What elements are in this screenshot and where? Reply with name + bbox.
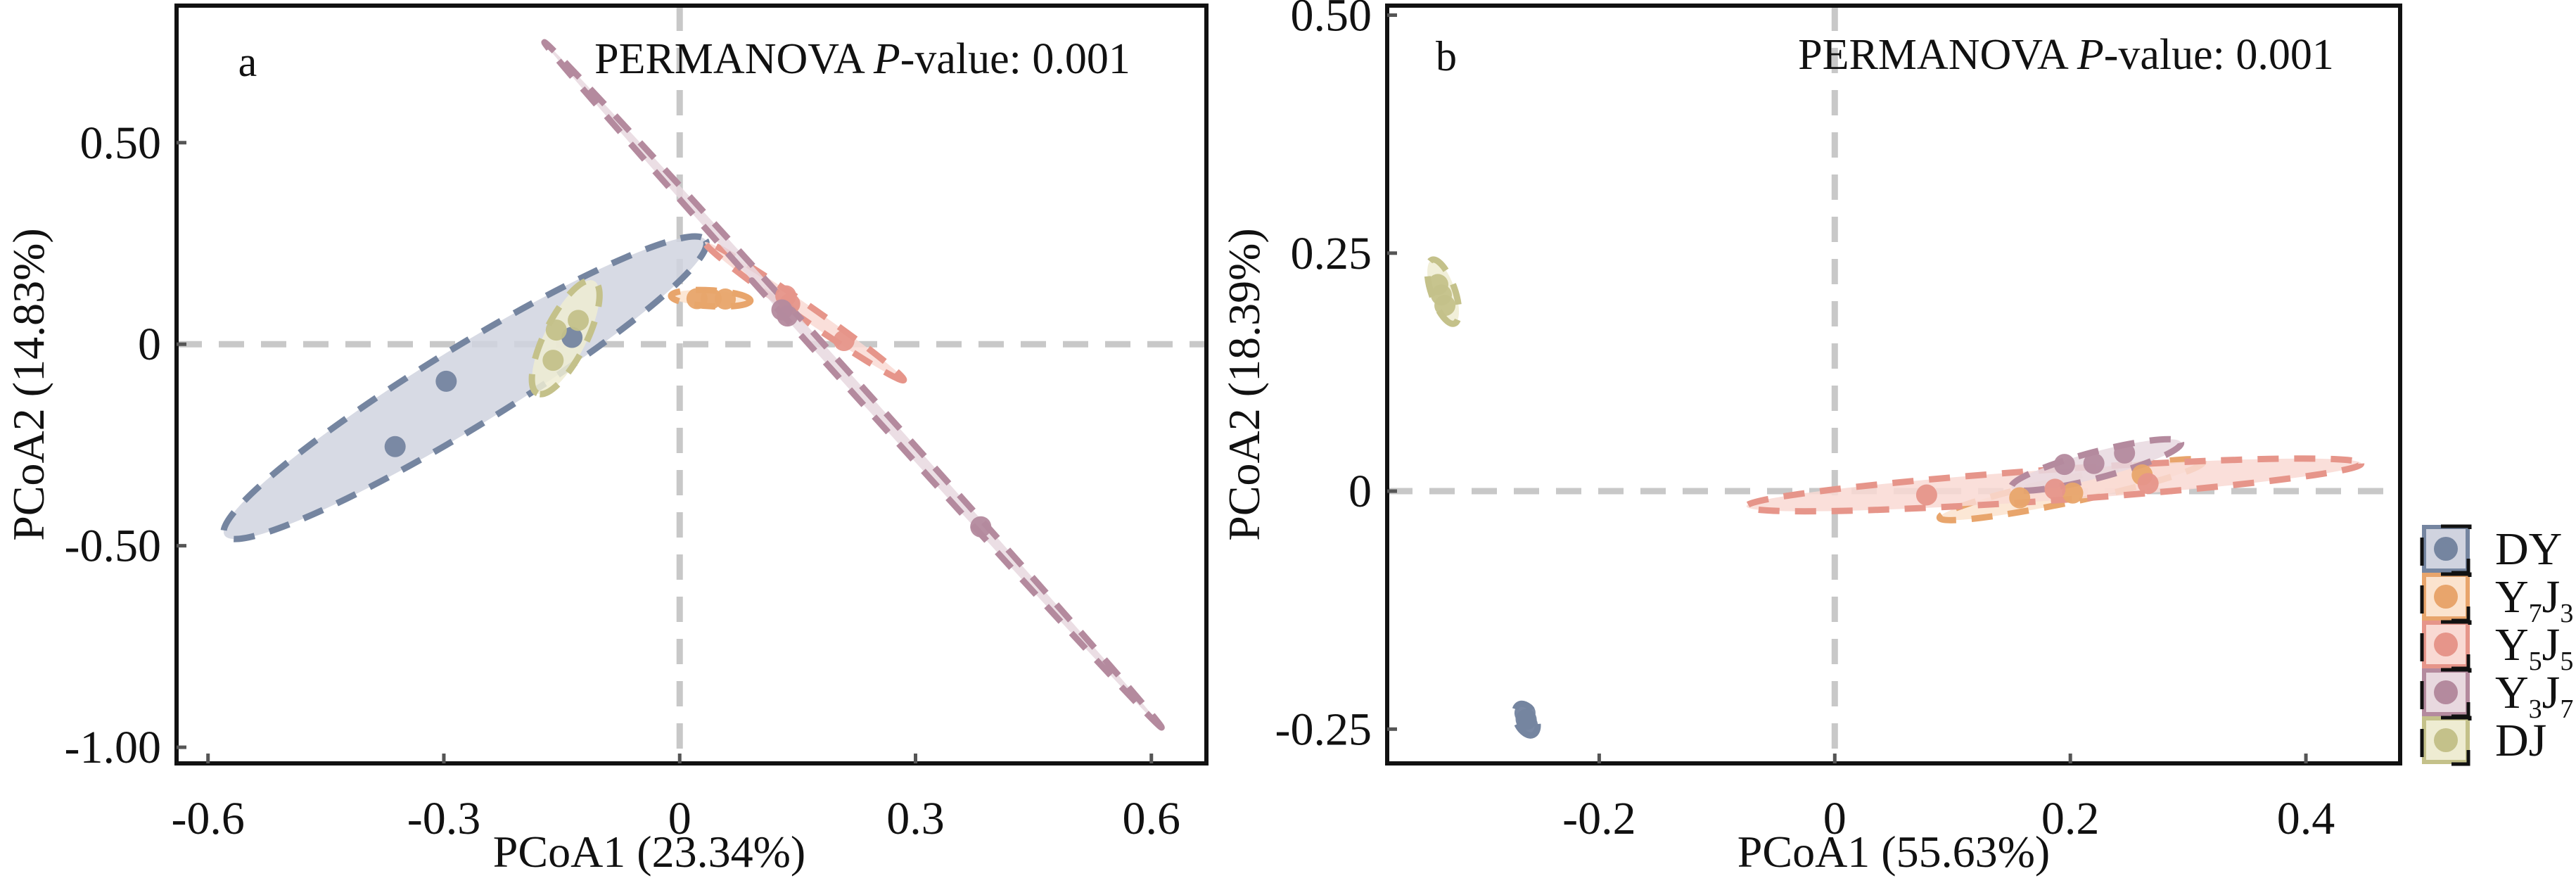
x-tick-label: 0.4 — [2277, 793, 2335, 844]
legend-key-dot — [2434, 633, 2458, 656]
data-point-dy — [435, 370, 457, 392]
legend-key-dot — [2434, 728, 2458, 752]
data-point-y7j3 — [2062, 482, 2084, 504]
panel-label: a — [238, 39, 257, 85]
x-tick-label: 0.3 — [886, 793, 945, 844]
plot-area — [1387, 6, 2400, 763]
x-axis-title: PCoA1 (55.63%) — [1737, 827, 2050, 877]
data-point-y3j7 — [2083, 452, 2105, 474]
y-tick-label: 0.50 — [80, 117, 162, 169]
y-tick-label: -0.25 — [1275, 704, 1372, 755]
legend-label: DJ — [2495, 715, 2546, 766]
x-tick-label: -0.6 — [171, 793, 244, 844]
legend-key-dot — [2434, 537, 2458, 561]
data-point-dj — [545, 319, 567, 341]
legend-key-dash — [2420, 716, 2472, 766]
data-point-y3j7 — [970, 516, 992, 538]
panel-label: b — [1436, 33, 1457, 80]
data-point-dy — [1517, 714, 1538, 736]
data-point-dj — [568, 310, 589, 331]
data-point-y5j5 — [2137, 473, 2159, 495]
y-tick-label: -0.50 — [65, 521, 161, 572]
data-point-y7j3 — [715, 288, 737, 310]
data-point-dj — [1434, 295, 1456, 317]
x-tick-label: 0.2 — [2041, 793, 2100, 844]
y-tick-label: 0.50 — [1291, 0, 1372, 42]
legend-label: Y5J5 — [2495, 619, 2573, 676]
y-tick-label: -1.00 — [65, 722, 161, 773]
x-tick-label: 0 — [668, 793, 691, 844]
legend-item-y3j7: Y3J7 — [2420, 667, 2573, 724]
legend-label: Y3J7 — [2495, 667, 2573, 724]
legend-item-y7j3: Y7J3 — [2420, 571, 2573, 628]
legend-label: Y7J3 — [2495, 571, 2573, 628]
data-point-y3j7 — [2053, 454, 2075, 476]
confidence-ellipse-y3j7 — [541, 39, 1165, 731]
legend-item-y5j5: Y5J5 — [2420, 619, 2573, 676]
legend-key-dot — [2434, 585, 2458, 609]
legend-item-dj: DJ — [2420, 715, 2546, 766]
x-axis-title: PCoA1 (23.34%) — [493, 827, 805, 877]
panel-a: -0.6 -0.3 0 0.3 0.6 0.50 0 -0.50 -1.00 PCoA1 (23.… — [4, 4, 1209, 877]
legend-label: DY — [2495, 523, 2562, 575]
y-tick-label: 0.25 — [1291, 228, 1372, 279]
y-tick-label: 0 — [1348, 466, 1372, 517]
data-point-y5j5 — [1915, 484, 1937, 506]
x-tick-label: -0.2 — [1562, 793, 1635, 844]
data-point-y5j5 — [833, 330, 855, 352]
y-tick-label: 0 — [138, 319, 161, 370]
x-tick-label: -0.3 — [407, 793, 480, 844]
data-point-y5j5 — [2044, 478, 2066, 500]
plot-area — [177, 6, 1206, 763]
confidence-ellipse-dy — [220, 233, 710, 542]
legend-item-dy: DY — [2420, 523, 2562, 575]
data-point-dy — [384, 436, 406, 457]
y-axis-title: PCoA2 (14.83%) — [4, 228, 53, 540]
x-tick-label: 0.6 — [1123, 793, 1181, 844]
data-point-y3j7 — [2114, 442, 2136, 464]
plot-frame — [174, 4, 1209, 766]
plot-frame — [1385, 4, 2402, 766]
panel-b: -0.2 0 0.2 0.4 0.50 0.25 0 -0.25 PCoA1 (55.63%) P… — [1219, 0, 2402, 877]
permanova-annotation: PERMANOVA P-value: 0.001 — [594, 35, 1130, 83]
data-point-dy — [561, 326, 583, 348]
permanova-annotation: PERMANOVA P-value: 0.001 — [1798, 31, 2334, 79]
y-axis-title: PCoA2 (18.39%) — [1219, 228, 1269, 540]
data-point-dj — [542, 350, 564, 371]
x-tick-label: 0 — [1823, 793, 1847, 844]
legend-key-dot — [2434, 680, 2458, 704]
data-point-y7j3 — [2009, 487, 2031, 509]
data-point-y3j7 — [771, 299, 793, 321]
